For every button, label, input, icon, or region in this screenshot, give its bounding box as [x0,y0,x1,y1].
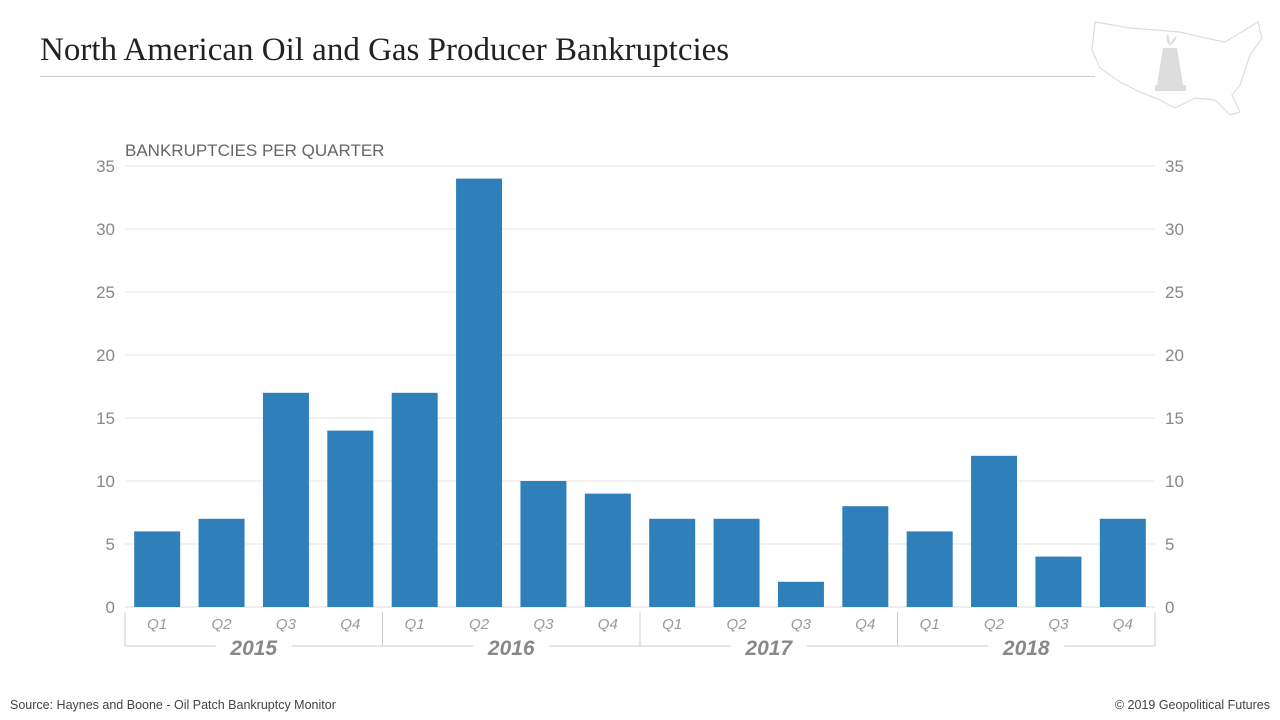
x-tick-quarter: Q3 [276,616,297,633]
x-tick-quarter: Q1 [147,616,167,633]
y-tick-left: 5 [106,535,115,554]
x-tick-quarter: Q4 [598,616,618,633]
y-tick-right: 25 [1165,283,1184,302]
x-tick-quarter: Q2 [212,616,233,633]
bar [1099,518,1146,607]
y-tick-right: 20 [1165,346,1184,365]
x-tick-quarter: Q4 [855,616,875,633]
y-tick-left: 20 [96,346,115,365]
x-tick-quarter: Q2 [984,616,1005,633]
x-tick-quarter: Q4 [1113,616,1133,633]
x-tick-quarter: Q3 [791,616,812,633]
x-tick-quarter: Q3 [1048,616,1069,633]
bar [327,430,374,607]
bar [971,455,1018,607]
y-tick-left: 30 [96,220,115,239]
y-tick-right: 0 [1165,598,1174,617]
bar [713,518,760,607]
y-tick-right: 15 [1165,409,1184,428]
bar [456,178,503,607]
bar [584,493,631,607]
x-group-year: 2016 [487,637,535,660]
bar [134,531,181,607]
x-tick-quarter: Q1 [405,616,425,633]
y-tick-right: 5 [1165,535,1174,554]
bar [391,392,438,607]
x-tick-quarter: Q4 [340,616,360,633]
x-group-year: 2018 [1002,637,1050,660]
x-group-year: 2015 [229,637,277,660]
y-tick-right: 35 [1165,157,1184,176]
bar [1035,556,1082,607]
y-tick-right: 10 [1165,472,1184,491]
copyright-note: © 2019 Geopolitical Futures [1114,698,1270,712]
y-axis-label: BANKRUPTCIES PER QUARTER [125,141,384,160]
y-tick-left: 0 [106,598,115,617]
bar [777,581,824,607]
y-tick-left: 35 [96,157,115,176]
x-group-year: 2017 [744,637,793,660]
y-tick-left: 10 [96,472,115,491]
x-tick-quarter: Q1 [662,616,682,633]
x-tick-quarter: Q1 [920,616,940,633]
bar [520,481,567,607]
bar [842,506,889,607]
y-tick-left: 15 [96,409,115,428]
source-note: Source: Haynes and Boone - Oil Patch Ban… [10,698,336,712]
bar [649,518,696,607]
us-map-oil-derrick-icon [1091,21,1263,116]
x-tick-quarter: Q3 [533,616,554,633]
title-divider [40,76,1095,77]
bar [906,531,953,607]
chart-title: North American Oil and Gas Producer Bank… [40,32,730,68]
bar [262,392,309,607]
bar [198,518,245,607]
y-tick-left: 25 [96,283,115,302]
x-tick-quarter: Q2 [469,616,490,633]
x-tick-quarter: Q2 [727,616,748,633]
y-tick-right: 30 [1165,220,1184,239]
